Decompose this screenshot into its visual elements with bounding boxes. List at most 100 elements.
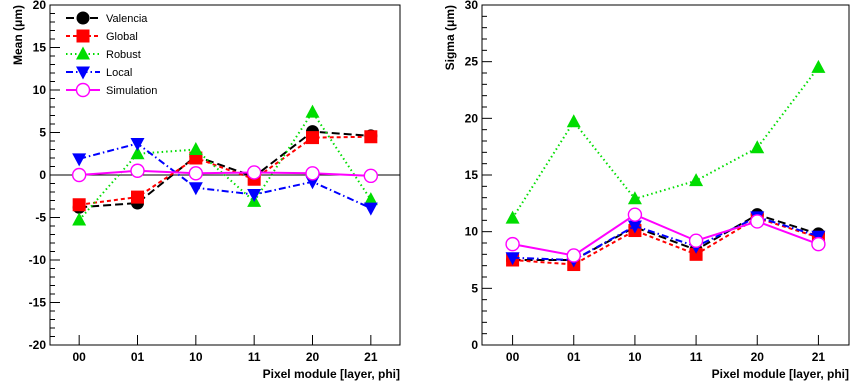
plot-frame [481,4,850,346]
data-point-local [627,220,642,234]
legend: Valencia Global Robust Local Simulation [66,11,157,98]
series-line-global [512,216,819,266]
legend-marker-simulation [75,82,91,98]
data-point-local [505,252,520,266]
data-point-local [130,138,145,152]
y-tick-label: 5 [471,281,478,295]
chart-panel-2: 0 5 10 15 20 25 30 00 01 10 11 20 21 Pixel module [la… [443,0,850,381]
y-tick-label: -5 [35,211,46,225]
data-point-global [72,198,86,212]
y-tick-label: 15 [465,168,479,182]
legend-marker-local [76,66,90,80]
y-tick-label: 0 [39,168,46,182]
x-tick-label: 11 [248,350,261,364]
legend-label-local: Local [106,67,132,79]
x-tick-label: 21 [364,350,378,364]
y-axis-title: Mean (μm) [11,5,25,65]
data-point-global [306,131,319,145]
series-simulation [505,207,826,263]
data-point-global [364,130,378,144]
data-point-robust [627,191,642,205]
x-tick-label: 11 [690,350,703,364]
series-simulation [71,163,379,184]
x-tick-label: 00 [72,350,86,364]
data-point-robust [363,192,378,206]
x-tick-label: 10 [628,350,642,364]
x-tick-label: 20 [751,350,765,364]
legend-marker-robust [76,46,90,60]
series-robust [72,104,378,226]
data-point-simulation [130,163,145,178]
y-tick-label: 25 [465,55,479,69]
data-point-robust [750,140,765,154]
x-tick-label: 01 [131,350,145,364]
series-valencia [506,208,825,267]
data-point-local [188,182,203,196]
data-point-local [363,202,378,216]
series-line-simulation [79,169,371,177]
data-point-simulation [305,166,320,181]
y-tick-label: 20 [33,0,47,12]
data-point-simulation [246,165,262,180]
data-point-robust [305,104,320,118]
series-global [506,211,825,272]
data-point-robust [505,210,520,224]
data-point-simulation [627,207,643,222]
legend-label-robust: Robust [106,49,141,61]
data-point-simulation [688,233,704,248]
data-point-local [247,189,262,203]
y-tick-label: -10 [29,253,47,267]
series-line-local [78,142,372,210]
data-point-simulation [363,168,379,184]
series-line-simulation [512,213,819,257]
data-point-global [131,190,144,204]
y-tick-label: -20 [29,338,47,352]
series-robust [505,59,826,224]
legend-label-valencia: Valencia [106,13,148,25]
x-tick-label: 20 [306,350,320,364]
series-valencia [72,125,378,214]
legend-marker-valencia [76,11,90,25]
y-tick-label: 10 [465,225,479,239]
data-point-simulation [750,214,765,229]
data-point-simulation [566,248,581,263]
x-axis-title: Pixel module [layer, phi] [712,367,849,381]
x-tick-label: 00 [506,350,520,364]
y-tick-label: 15 [33,41,47,55]
data-point-robust [811,59,826,73]
data-point-robust [188,142,203,155]
data-point-robust [689,173,704,187]
x-tick-label: 10 [189,350,203,364]
y-tick-label: -15 [29,296,47,310]
data-point-simulation [811,236,826,252]
legend-label-simulation: Simulation [106,85,157,97]
data-point-local [72,153,87,167]
x-tick-label: 01 [567,350,581,364]
x-tick-label: 21 [812,350,826,364]
data-point-robust [72,212,87,226]
data-point-simulation [505,236,520,252]
data-point-robust [130,146,145,160]
y-tick-label: 5 [39,126,46,140]
chart-panel-1: -20 -15 -10 -5 0 5 10 15 20 00 01 10 11 20 21 Pixel mod… [11,0,401,381]
legend-label-global: Global [106,31,138,43]
y-tick-label: 10 [33,83,47,97]
series-line-global [79,135,371,206]
series-line-robust [78,110,372,221]
data-point-global [689,247,703,261]
data-point-robust [566,114,581,128]
data-point-simulation [188,166,204,181]
series-line-robust [511,66,820,219]
series-line-local [512,215,819,262]
y-axis-title: Sigma (μm) [443,5,457,70]
y-tick-label: 30 [465,0,479,12]
y-tick-label: 20 [465,111,479,125]
legend-marker-global [76,29,90,43]
series-line-valencia [79,130,371,209]
y-tick-label: 0 [471,338,478,352]
series-line-valencia [512,213,819,261]
x-axis-title: Pixel module [layer, phi] [263,367,400,381]
data-point-simulation [71,167,87,183]
series-global [72,130,378,212]
